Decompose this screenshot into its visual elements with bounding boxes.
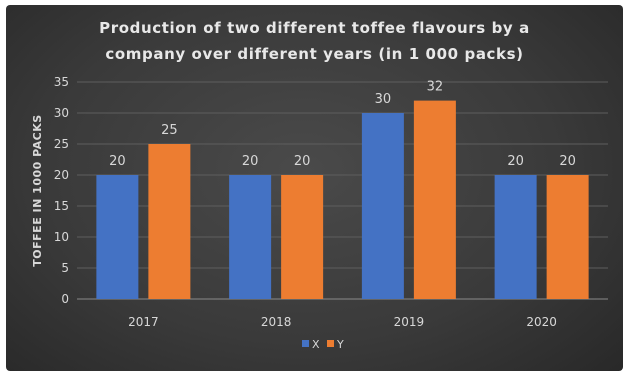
y-tick-label: 0 — [61, 292, 69, 306]
legend-label-x: X — [312, 338, 320, 351]
data-label: 20 — [109, 154, 126, 169]
y-tick-label: 5 — [61, 261, 69, 275]
data-label: 20 — [242, 154, 259, 169]
bar-chart: 0 5 10 15 20 25 30 35 TOFFEE IN 1000 PACKS 20 25 20… — [31, 75, 608, 351]
legend-swatch-x — [302, 340, 309, 347]
bar-x-2020 — [494, 175, 537, 299]
legend-label-y: Y — [336, 338, 344, 351]
chart-title-line-2: company over different years (in 1 000 p… — [105, 45, 524, 63]
bar-x-2019 — [361, 113, 404, 299]
y-tick-label: 35 — [54, 75, 69, 89]
y-tick-label: 15 — [54, 199, 69, 213]
y-tick-label: 10 — [54, 230, 69, 244]
y-axis-label: TOFFEE IN 1000 PACKS — [31, 114, 44, 266]
data-label: 25 — [161, 123, 178, 138]
y-tick-label: 25 — [54, 137, 69, 151]
data-label: 30 — [375, 92, 392, 107]
x-tick-label: 2017 — [128, 315, 159, 329]
y-tick-label: 30 — [54, 106, 69, 120]
chart-title-line-1: Production of two different toffee flavo… — [99, 19, 530, 37]
y-tick-label: 20 — [54, 168, 69, 182]
bar-x-2017 — [96, 175, 139, 299]
x-tick-label: 2018 — [261, 315, 292, 329]
bar-y-2018 — [281, 175, 324, 299]
data-label: 20 — [559, 154, 576, 169]
x-tick-label: 2019 — [394, 315, 425, 329]
bar-x-2018 — [229, 175, 272, 299]
bar-y-2020 — [546, 175, 589, 299]
data-label: 20 — [294, 154, 311, 169]
data-label: 20 — [507, 154, 524, 169]
bar-y-2019 — [413, 100, 456, 299]
legend-swatch-y — [327, 340, 334, 347]
x-tick-label: 2020 — [526, 315, 557, 329]
bar-y-2017 — [148, 144, 191, 299]
chart-frame: Production of two different toffee flavo… — [6, 5, 623, 371]
data-label: 32 — [427, 80, 444, 95]
